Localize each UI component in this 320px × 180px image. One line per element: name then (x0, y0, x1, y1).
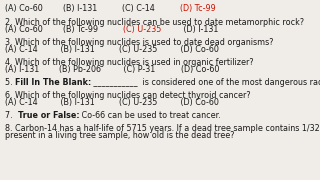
Text: (B) Pb-206: (B) Pb-206 (39, 65, 101, 74)
Text: (A) C-14: (A) C-14 (5, 98, 38, 107)
Text: (A) Co-60: (A) Co-60 (5, 25, 43, 34)
Text: 7.: 7. (5, 111, 18, 120)
Text: present in a living tree sample, how old is the dead tree?: present in a living tree sample, how old… (5, 131, 235, 140)
Text: (A) C-14: (A) C-14 (5, 45, 38, 54)
Text: (D) Tc-99: (D) Tc-99 (155, 4, 215, 13)
Text: (B) Tc-99: (B) Tc-99 (43, 25, 98, 34)
Text: (A) Co-60: (A) Co-60 (5, 4, 43, 13)
Text: (C) C-14: (C) C-14 (97, 4, 155, 13)
Text: (D) Co-60: (D) Co-60 (158, 98, 219, 107)
Text: Fill In The Blank:: Fill In The Blank: (15, 78, 92, 87)
Text: (C) U-235: (C) U-235 (98, 25, 161, 34)
Text: 2. Which of the following nuclides can be used to date metamorphic rock?: 2. Which of the following nuclides can b… (5, 18, 304, 27)
Text: (D) I-131: (D) I-131 (161, 25, 219, 34)
Text: (D) Co-60: (D) Co-60 (156, 65, 219, 74)
Text: (C) U-235: (C) U-235 (94, 45, 158, 54)
Text: (D) Co-60: (D) Co-60 (158, 45, 219, 54)
Text: 5.: 5. (5, 78, 15, 87)
Text: (B) I-131: (B) I-131 (43, 4, 97, 13)
Text: 3. Which of the following nuclides is used to date dead organisms?: 3. Which of the following nuclides is us… (5, 38, 274, 47)
Text: 6. Which of the following nuclides can detect thyroid cancer?: 6. Which of the following nuclides can d… (5, 91, 251, 100)
Text: True or False:: True or False: (18, 111, 79, 120)
Text: (B) I-131: (B) I-131 (38, 45, 94, 54)
Text: (C) P-31: (C) P-31 (101, 65, 156, 74)
Text: 8. Carbon-14 has a half-life of 5715 years. If a dead tree sample contains 1/32 : 8. Carbon-14 has a half-life of 5715 yea… (5, 124, 320, 133)
Text: (C) U-235: (C) U-235 (94, 98, 158, 107)
Text: (B) I-131: (B) I-131 (38, 98, 94, 107)
Text: (A) I-131: (A) I-131 (5, 65, 39, 74)
Text: 4. Which of the following nuclides is used in organic fertilizer?: 4. Which of the following nuclides is us… (5, 58, 254, 67)
Text: Co-66 can be used to treat cancer.: Co-66 can be used to treat cancer. (79, 111, 221, 120)
Text: ___________  is considered one of the most dangerous radioisotopes.: ___________ is considered one of the mos… (92, 78, 320, 87)
